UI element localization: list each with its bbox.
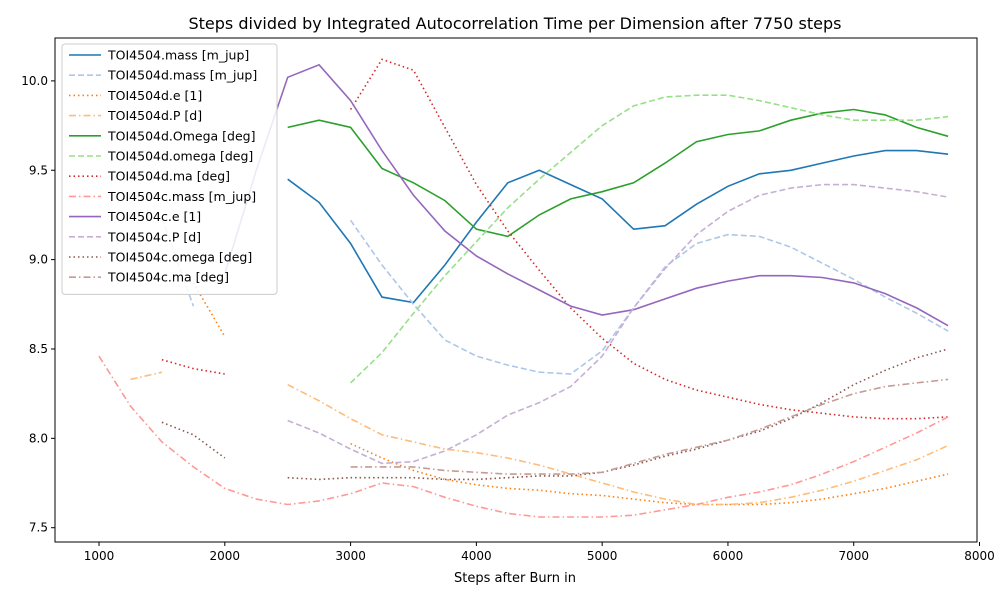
x-tick-label: 2000: [210, 549, 241, 563]
legend-label: TOI4504c.P [d]: [107, 229, 201, 244]
y-tick-label: 8.0: [29, 431, 48, 445]
legend-label: TOI4504d.mass [m_jup]: [107, 68, 257, 83]
legend-label: TOI4504d.e [1]: [107, 88, 202, 103]
chart-title: Steps divided by Integrated Autocorrelat…: [188, 14, 841, 33]
y-tick-label: 8.5: [29, 342, 48, 356]
series-line: [288, 185, 948, 464]
series-line: [99, 356, 948, 517]
series-line: [351, 95, 949, 383]
x-axis: 1000 2000 3000 4000 5000 6000 7000 8000: [84, 542, 995, 563]
y-tick-label: 7.5: [29, 521, 48, 535]
legend-label: TOI4504d.Omega [deg]: [107, 128, 255, 143]
x-tick-label: 7000: [838, 549, 869, 563]
y-axis: 7.5 8.0 8.5 9.0 9.5 10.0: [21, 74, 55, 535]
series-line: [351, 220, 949, 374]
x-tick-label: 3000: [335, 549, 366, 563]
x-axis-label: Steps after Burn in: [454, 571, 576, 586]
y-tick-label: 10.0: [21, 74, 48, 88]
legend-label: TOI4504.mass [m_jup]: [107, 48, 249, 63]
x-tick-label: 6000: [713, 549, 744, 563]
y-tick-label: 9.0: [29, 253, 48, 267]
series-line: [162, 422, 225, 458]
legend-label: TOI4504d.ma [deg]: [107, 169, 230, 184]
legend-label: TOI4504c.ma [deg]: [107, 270, 229, 285]
series-line: [288, 385, 948, 505]
series-line: [131, 372, 162, 379]
x-tick-label: 5000: [587, 549, 618, 563]
series-line: [288, 151, 948, 303]
series-line: [162, 360, 225, 374]
x-tick-label: 8000: [964, 549, 995, 563]
series-line: [351, 379, 949, 474]
series-line: [288, 349, 948, 479]
series-line: [351, 59, 949, 418]
legend-label: TOI4504c.e [1]: [107, 209, 201, 224]
y-tick-label: 9.5: [29, 163, 48, 177]
legend: TOI4504.mass [m_jup] TOI4504d.mass [m_jup…: [62, 44, 277, 294]
legend-label: TOI4504d.P [d]: [107, 108, 202, 123]
x-tick-label: 1000: [84, 549, 115, 563]
x-tick-label: 4000: [461, 549, 492, 563]
legend-label: TOI4504d.omega [deg]: [107, 149, 253, 164]
legend-label: TOI4504c.mass [m_jup]: [107, 189, 256, 204]
legend-label: TOI4504c.omega [deg]: [107, 250, 252, 265]
series-line: [288, 110, 948, 237]
